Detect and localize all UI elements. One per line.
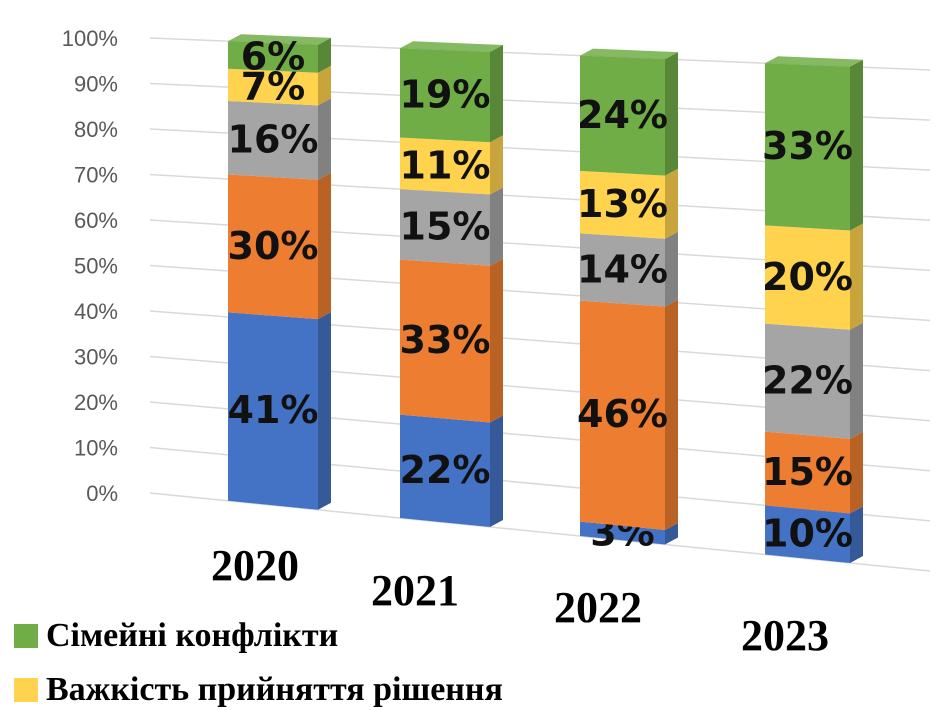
- bar-side: [490, 44, 503, 143]
- bar-side: [490, 415, 503, 527]
- bar-top: [580, 48, 678, 60]
- bar-side: [850, 59, 863, 231]
- bar-segment: [400, 414, 490, 527]
- bar-side: [318, 172, 331, 320]
- legend-swatch: [14, 624, 38, 648]
- bar-side: [665, 52, 678, 176]
- y-tick-label: 50%: [74, 253, 118, 278]
- y-tick-label: 40%: [74, 299, 118, 324]
- value-label: 46%: [577, 392, 668, 436]
- bar-segment: [400, 137, 490, 195]
- bar-segment: [228, 174, 318, 320]
- y-tick-label: 100%: [62, 26, 118, 51]
- bar-top: [228, 34, 331, 45]
- value-label: 11%: [400, 143, 491, 187]
- bar-segment: [228, 68, 318, 106]
- bar-top: [765, 56, 863, 67]
- value-label: 16%: [228, 118, 319, 162]
- bar-side: [665, 522, 678, 545]
- bar-segment: [765, 505, 850, 563]
- value-label: 6%: [241, 34, 306, 78]
- bar-side: [665, 231, 678, 307]
- y-tick-label: 70%: [74, 162, 118, 187]
- y-tick-label: 90%: [74, 71, 118, 96]
- value-label: 33%: [762, 124, 853, 168]
- bar-side: [490, 258, 503, 423]
- y-tick-label: 80%: [74, 117, 118, 142]
- y-tick-label: 30%: [74, 344, 118, 369]
- y-tick-label: 20%: [74, 390, 118, 415]
- x-tick-label: 2021: [371, 566, 459, 615]
- value-label: 33%: [400, 318, 491, 362]
- bar-segment: [400, 48, 490, 143]
- value-label: 22%: [400, 448, 491, 492]
- value-label: 13%: [577, 182, 668, 226]
- bar-segment: [580, 170, 665, 239]
- bar-top: [400, 41, 503, 52]
- value-label: 22%: [762, 358, 853, 402]
- bar-side: [318, 65, 331, 106]
- value-label: 24%: [577, 93, 668, 137]
- bar-segment: [765, 431, 850, 514]
- value-label: 14%: [577, 247, 668, 291]
- legend-swatch: [14, 678, 38, 702]
- value-label: 20%: [762, 255, 853, 299]
- x-tick-label: 2022: [554, 583, 642, 632]
- bar-segment: [765, 63, 850, 231]
- bar-segment: [228, 312, 318, 510]
- bar-side: [665, 168, 678, 239]
- x-tick-label: 2020: [211, 541, 299, 590]
- bar-side: [850, 431, 863, 514]
- legend-label: Важкість прийняття рішення: [46, 671, 503, 708]
- bar-segment: [400, 189, 490, 266]
- bar-side: [318, 312, 331, 510]
- y-tick-label: 60%: [74, 208, 118, 233]
- bar-side: [318, 37, 331, 73]
- bar-side: [490, 135, 503, 195]
- bar-side: [850, 506, 863, 563]
- bar-segment: [228, 41, 318, 73]
- bar-segment: [765, 225, 850, 330]
- value-label: 15%: [400, 205, 491, 249]
- bar-side: [490, 187, 503, 266]
- x-tick-label: 2023: [741, 611, 829, 660]
- value-label: 7%: [241, 64, 306, 108]
- bar-side: [318, 98, 331, 180]
- bar-segment: [580, 55, 665, 176]
- value-label: 10%: [762, 512, 853, 556]
- value-label: 30%: [228, 224, 319, 268]
- value-label: 41%: [228, 388, 319, 432]
- bar-segment: [580, 300, 665, 530]
- bar-side: [850, 223, 863, 330]
- bar-side: [665, 299, 678, 530]
- legend-label: Сімейні конфлікти: [46, 617, 338, 654]
- value-label: 19%: [400, 72, 491, 116]
- bar-side: [850, 322, 863, 439]
- y-tick-label: 0%: [86, 481, 118, 506]
- value-label: 15%: [762, 450, 853, 494]
- bar-segment: [400, 259, 490, 423]
- bar-segment: [765, 323, 850, 439]
- bar-segment: [228, 100, 318, 180]
- bar-segment: [580, 233, 665, 307]
- bar-segment: [580, 521, 665, 545]
- y-tick-label: 10%: [74, 435, 118, 460]
